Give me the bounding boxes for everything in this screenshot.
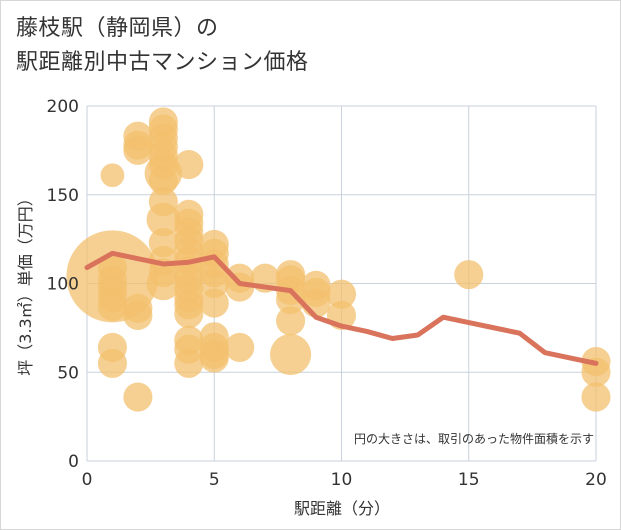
- average-line-group: [84, 250, 599, 366]
- bubble-point-71: [581, 357, 611, 387]
- chart-title: 藤枝駅（静岡県）の 駅距離別中古マンション価格: [16, 12, 309, 80]
- bubble-point-56: [225, 272, 255, 302]
- bubble-point-16: [123, 300, 153, 330]
- bubble-point-73: [100, 163, 125, 188]
- bubble-point-57: [225, 332, 255, 362]
- bubble-point-24: [148, 166, 178, 196]
- x-tick-label-2: 10: [331, 470, 353, 490]
- y-tick-label-0: 0: [68, 452, 79, 472]
- bubble-point-50: [199, 288, 229, 318]
- bubble-point-69: [454, 260, 484, 290]
- x-tick-label-0: 0: [82, 470, 93, 490]
- y-tick-label-2: 100: [47, 275, 79, 295]
- bubble-point-44: [174, 348, 204, 378]
- x-tick-label-4: 20: [585, 470, 607, 490]
- bubble-point-41: [174, 299, 204, 329]
- bubble-point-63: [276, 306, 306, 336]
- x-tick-label-1: 5: [209, 470, 220, 490]
- y-axis-label: 坪（3.3㎡）単価（万円）: [16, 190, 35, 375]
- bubble-point-9: [97, 292, 127, 322]
- y-tick-label-4: 200: [47, 97, 79, 117]
- y-tick-label-1: 50: [57, 363, 79, 383]
- bubble-point-1: [270, 333, 312, 376]
- x-tick-label-3: 15: [458, 470, 480, 490]
- bubble-point-54: [199, 343, 229, 373]
- average-price-line: [84, 250, 599, 366]
- title-line-1: 藤枝駅（静岡県）の: [16, 16, 219, 41]
- bubble-point-72: [581, 382, 611, 412]
- bubble-point-29: [174, 150, 204, 180]
- bubble-point-62: [276, 284, 306, 315]
- bubble-point-11: [97, 348, 127, 378]
- bubble-point-25: [148, 187, 178, 217]
- y-tick-label-3: 150: [47, 186, 79, 206]
- title-line-2: 駅距離別中古マンション価格: [16, 50, 309, 75]
- bubble-point-14: [123, 135, 153, 165]
- bubble-point-17: [123, 382, 153, 412]
- bubble-point-67: [326, 279, 357, 309]
- size-note: 円の大きさは、取引のあった物件面積を示す: [354, 431, 594, 446]
- x-axis-label: 駅距離（分）: [294, 499, 390, 518]
